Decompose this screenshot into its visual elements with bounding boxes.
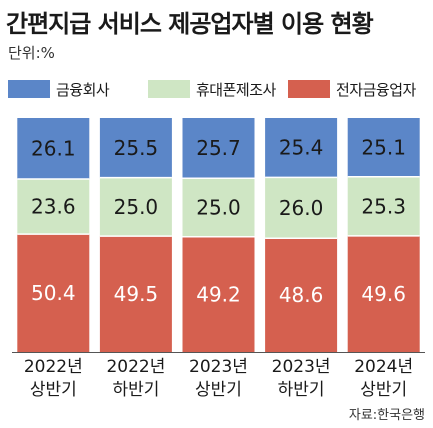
data-label-2-2: 25.0 <box>114 195 159 219</box>
legend-label-mobile: 휴대폰제조사 <box>196 81 276 99</box>
category-label-1-2: 상반기 <box>30 380 77 400</box>
bar-segment-3-4 <box>265 238 338 352</box>
data-label-1-3: 25.7 <box>196 136 241 160</box>
bar-segment-2-2 <box>99 177 172 237</box>
data-label-2-5: 25.3 <box>361 194 406 218</box>
data-label-2-4: 26.0 <box>279 196 324 220</box>
data-label-2-3: 25.0 <box>196 195 241 219</box>
data-label-1-2: 25.5 <box>114 136 159 160</box>
data-label-1-4: 25.4 <box>279 136 324 160</box>
bar-segment-2-5 <box>347 176 420 236</box>
unit-label: 단위:% <box>8 44 55 62</box>
category-label-5-2: 상반기 <box>360 380 407 400</box>
data-label-1-1: 26.1 <box>31 137 76 161</box>
bar-segment-3-3 <box>182 236 255 352</box>
legend-swatch-efin <box>288 80 330 98</box>
legend-swatch-mobile <box>148 80 190 98</box>
data-label-3-2: 49.5 <box>114 282 159 306</box>
bar-segment-2-1 <box>17 179 90 235</box>
legend-label-efin: 전자금융업자 <box>336 81 416 99</box>
category-label-4-2: 하반기 <box>278 380 325 400</box>
bar-segment-2-3 <box>182 178 255 237</box>
category-label-2-2: 하반기 <box>112 380 159 400</box>
bar-segment-1-2 <box>99 118 172 178</box>
category-label-3-2: 상반기 <box>195 380 242 400</box>
source-note: 자료:한국은행 <box>348 408 425 423</box>
category-label-5-1: 2024년 <box>354 357 413 377</box>
chart-title: 간편지급 서비스 제공업자별 이용 현황 <box>6 10 374 38</box>
legend: 금융회사 휴대폰제조사 전자금융업자 <box>8 78 428 100</box>
bar-segment-1-1 <box>17 118 90 180</box>
data-label-3-1: 50.4 <box>31 281 76 305</box>
bar-segment-1-4 <box>265 118 338 178</box>
data-label-1-5: 25.1 <box>361 135 406 159</box>
category-label-1-1: 2022년 <box>24 357 83 377</box>
category-label-3-1: 2023년 <box>189 357 248 377</box>
bar-segment-3-2 <box>99 236 172 352</box>
bar-segment-1-3 <box>182 118 255 179</box>
bar-segment-2-4 <box>265 177 338 239</box>
data-label-3-3: 49.2 <box>196 282 241 306</box>
legend-swatch-fin <box>8 80 50 98</box>
data-label-2-1: 23.6 <box>31 195 76 219</box>
legend-label-fin: 금융회사 <box>56 81 110 99</box>
data-label-3-5: 49.6 <box>361 282 406 306</box>
bar-segment-3-1 <box>17 234 90 352</box>
bar-segment-1-5 <box>347 118 420 177</box>
category-label-4-1: 2023년 <box>272 357 331 377</box>
bar-segment-3-5 <box>347 235 420 352</box>
data-label-3-4: 48.6 <box>279 283 324 307</box>
category-label-2-1: 2022년 <box>106 357 165 377</box>
